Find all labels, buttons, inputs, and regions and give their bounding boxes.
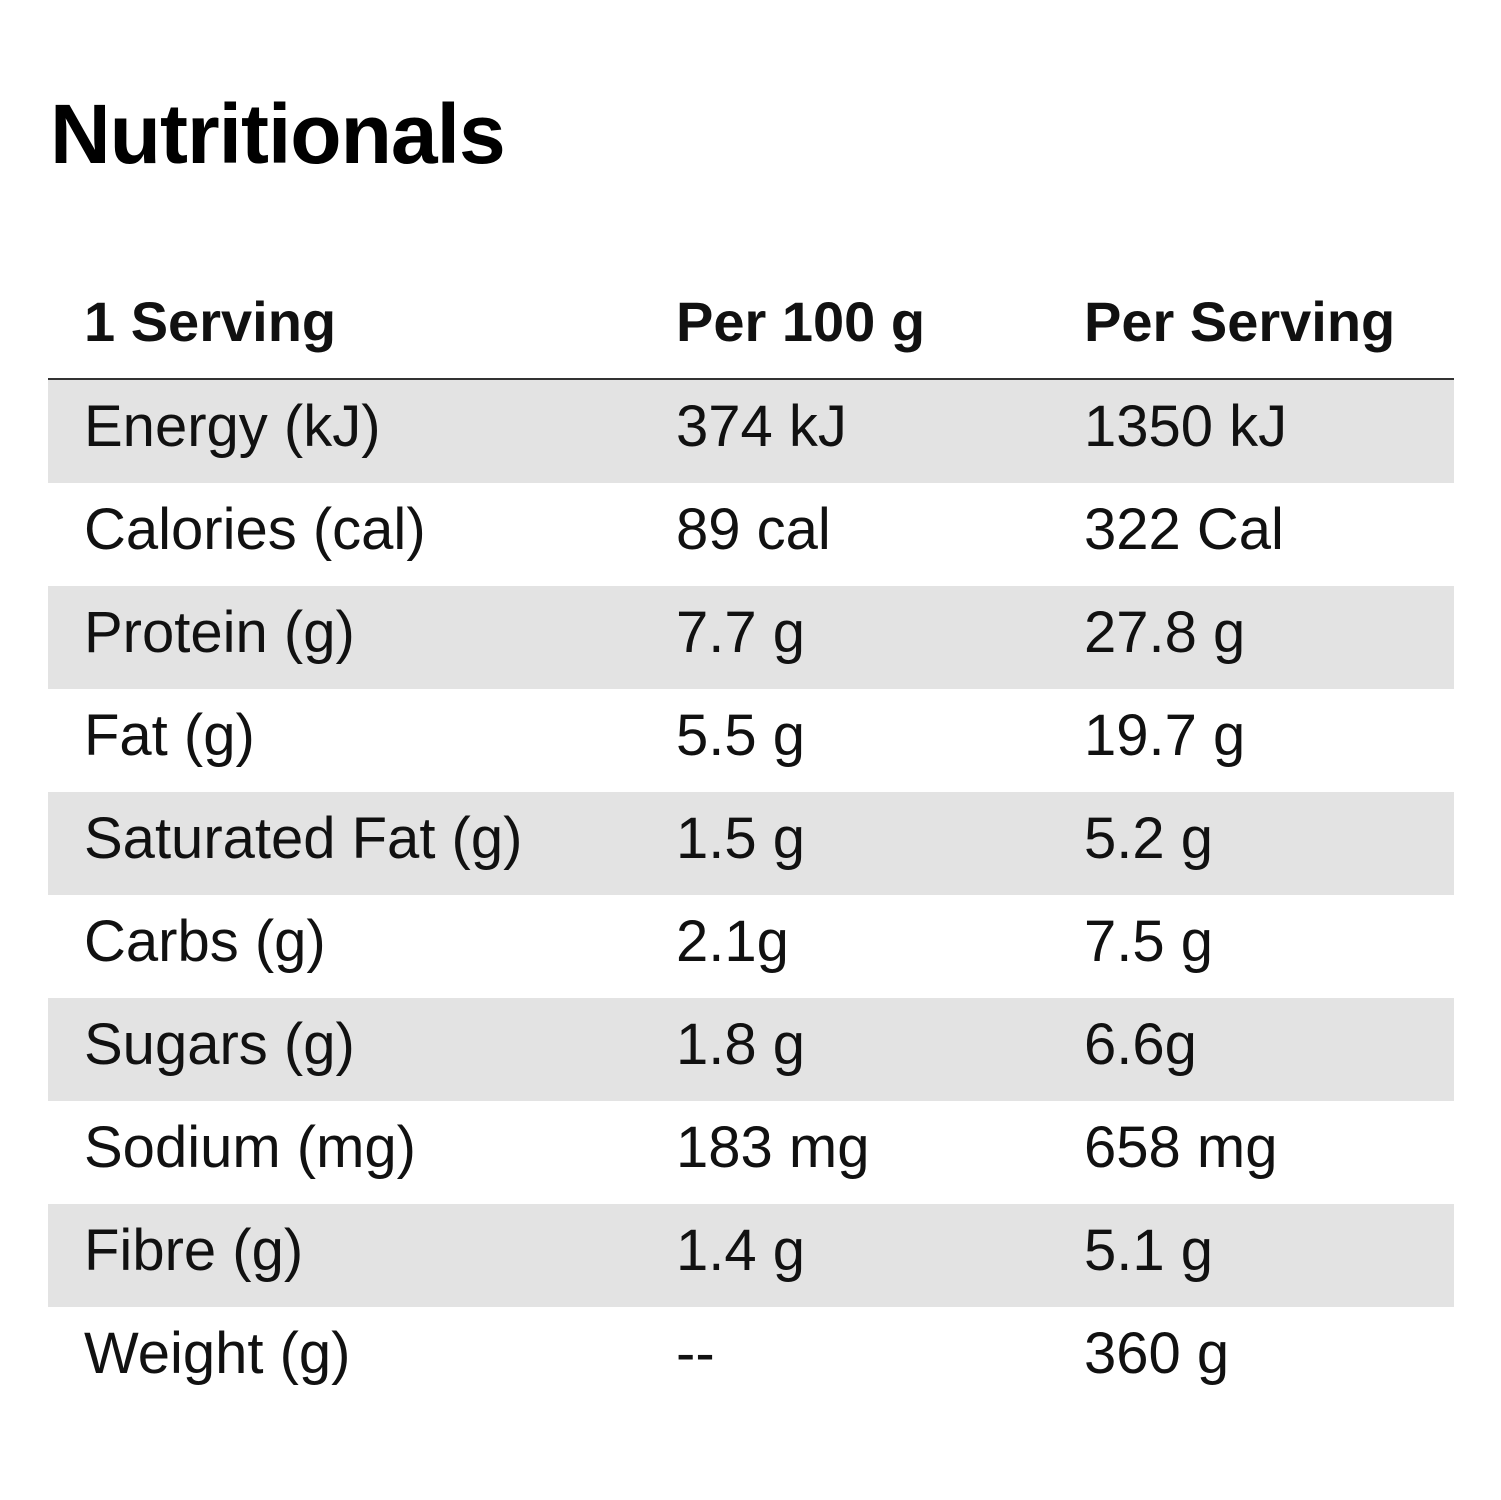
row-label: Calories (cal) [84, 497, 426, 562]
table-row: Fat (g) 5.5 g 19.7 g [48, 689, 1454, 792]
table-row: Carbs (g) 2.1g 7.5 g [48, 895, 1454, 998]
row-per-serving: 658 mg [1084, 1115, 1278, 1180]
row-per-serving: 7.5 g [1084, 909, 1213, 974]
row-label: Carbs (g) [84, 909, 326, 974]
row-label: Sodium (mg) [84, 1115, 416, 1180]
row-label: Fat (g) [84, 703, 255, 768]
row-label: Fibre (g) [84, 1218, 304, 1283]
table-row: Calories (cal) 89 cal 322 Cal [48, 483, 1454, 586]
row-per-serving: 5.1 g [1084, 1218, 1213, 1283]
row-per-serving: 1350 kJ [1084, 394, 1288, 459]
row-per-100g: -- [676, 1321, 715, 1386]
row-per-100g: 7.7 g [676, 600, 805, 665]
row-per-serving: 360 g [1084, 1321, 1230, 1386]
page-title: Nutritionals [50, 87, 506, 181]
row-per-serving: 5.2 g [1084, 806, 1213, 871]
row-per-100g: 1.5 g [676, 806, 805, 871]
row-per-serving: 6.6g [1084, 1012, 1197, 1077]
row-per-100g: 1.8 g [676, 1012, 805, 1077]
row-label: Sugars (g) [84, 1012, 355, 1077]
table-row: Energy (kJ) 374 kJ 1350 kJ [48, 380, 1454, 483]
row-per-serving: 322 Cal [1084, 497, 1284, 562]
table-row: Sugars (g) 1.8 g 6.6g [48, 998, 1454, 1101]
row-per-100g: 1.4 g [676, 1218, 805, 1283]
table-row: Protein (g) 7.7 g 27.8 g [48, 586, 1454, 689]
table-row: Sodium (mg) 183 mg 658 mg [48, 1101, 1454, 1204]
nutrition-table: 1 Serving Per 100 g Per Serving Energy (… [48, 280, 1454, 1410]
table-row: Saturated Fat (g) 1.5 g 5.2 g [48, 792, 1454, 895]
row-per-100g: 5.5 g [676, 703, 805, 768]
row-label: Saturated Fat (g) [84, 806, 523, 871]
header-per-serving: Per Serving [1084, 290, 1396, 353]
table-row: Weight (g) -- 360 g [48, 1307, 1454, 1410]
header-per-100g: Per 100 g [676, 290, 926, 353]
row-per-100g: 374 kJ [676, 394, 847, 459]
row-per-100g: 89 cal [676, 497, 831, 562]
header-serving: 1 Serving [84, 290, 337, 353]
row-per-serving: 19.7 g [1084, 703, 1246, 768]
table-row: Fibre (g) 1.4 g 5.1 g [48, 1204, 1454, 1307]
row-label: Energy (kJ) [84, 394, 381, 459]
row-per-100g: 2.1g [676, 909, 789, 974]
row-label: Weight (g) [84, 1321, 351, 1386]
row-per-100g: 183 mg [676, 1115, 870, 1180]
table-header-row: 1 Serving Per 100 g Per Serving [48, 280, 1454, 380]
row-label: Protein (g) [84, 600, 355, 665]
row-per-serving: 27.8 g [1084, 600, 1246, 665]
